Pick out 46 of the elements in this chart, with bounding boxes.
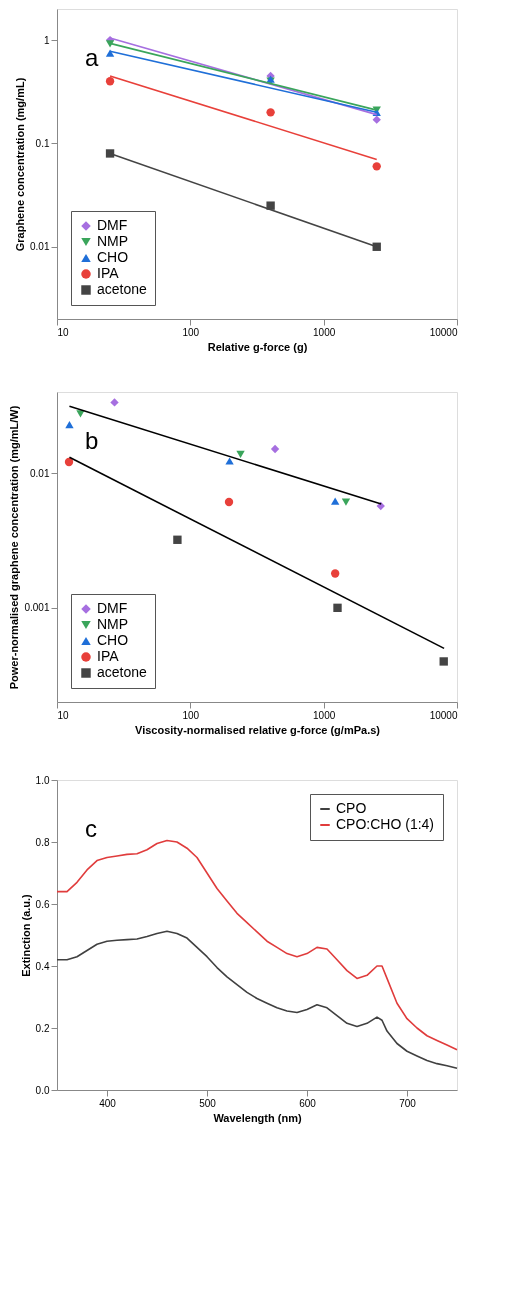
x-tick-label: 10 (57, 709, 70, 721)
y-tick-label: 0.01 (30, 241, 50, 253)
legend-label: NMP (97, 233, 129, 249)
x-tick-label: 400 (99, 1097, 117, 1109)
legend-label: CPO (336, 800, 367, 816)
x-tick-label: 600 (299, 1097, 317, 1109)
x-axis-title: Relative g-force (g) (207, 340, 308, 353)
y-tick-label: 0.001 (24, 602, 50, 614)
legend-label: CPO:CHO (1:4) (336, 816, 435, 832)
legend-label: DMF (97, 600, 128, 616)
x-tick-label: 10000 (429, 709, 458, 721)
x-tick-label: 700 (399, 1097, 417, 1109)
x-tick-label: 1000 (313, 709, 336, 721)
x-tick-label: 100 (182, 326, 200, 338)
x-tick-label: 1000 (313, 326, 336, 338)
legend-label: acetone (97, 664, 148, 680)
legend-label: acetone (97, 281, 148, 297)
y-tick-label: 1 (43, 34, 50, 46)
x-axis-title: Wavelength (nm) (213, 1111, 302, 1124)
legend-label: NMP (97, 616, 129, 632)
legend-label: IPA (97, 265, 120, 281)
y-tick-label: 0.8 (35, 836, 50, 848)
y-tick-label: 1.0 (35, 774, 50, 786)
y-axis-title: Extinction (a.u.) (19, 893, 32, 977)
y-tick-label: 0.0 (35, 1084, 50, 1096)
annotation: b (85, 427, 99, 454)
annotation: c (85, 815, 97, 842)
x-tick-label: 10 (57, 326, 70, 338)
legend-label: DMF (97, 217, 128, 233)
y-tick-label: 0.01 (30, 467, 50, 479)
legend-label: IPA (97, 648, 120, 664)
annotation: a (85, 44, 99, 71)
legend-label: CHO (97, 249, 129, 265)
x-tick-label: 10000 (429, 326, 458, 338)
x-axis-title: Viscosity-normalised relative g-force (g/mPa.s) (135, 723, 381, 736)
line-series (56, 930, 458, 1070)
y-tick-label: 0.2 (35, 1022, 50, 1034)
x-tick-label: 100 (182, 709, 200, 721)
legend-label: CHO (97, 632, 129, 648)
x-tick-label: 500 (199, 1097, 217, 1109)
y-tick-label: 0.4 (35, 960, 50, 972)
y-axis-title: Graphene concentration (mg/mL) (14, 77, 27, 252)
y-axis-title: Power-normalised graphene concentration (mg/mL/W) (8, 405, 21, 690)
line-series (56, 839, 458, 1051)
y-tick-label: 0.1 (35, 137, 50, 149)
y-tick-label: 0.6 (35, 898, 50, 910)
